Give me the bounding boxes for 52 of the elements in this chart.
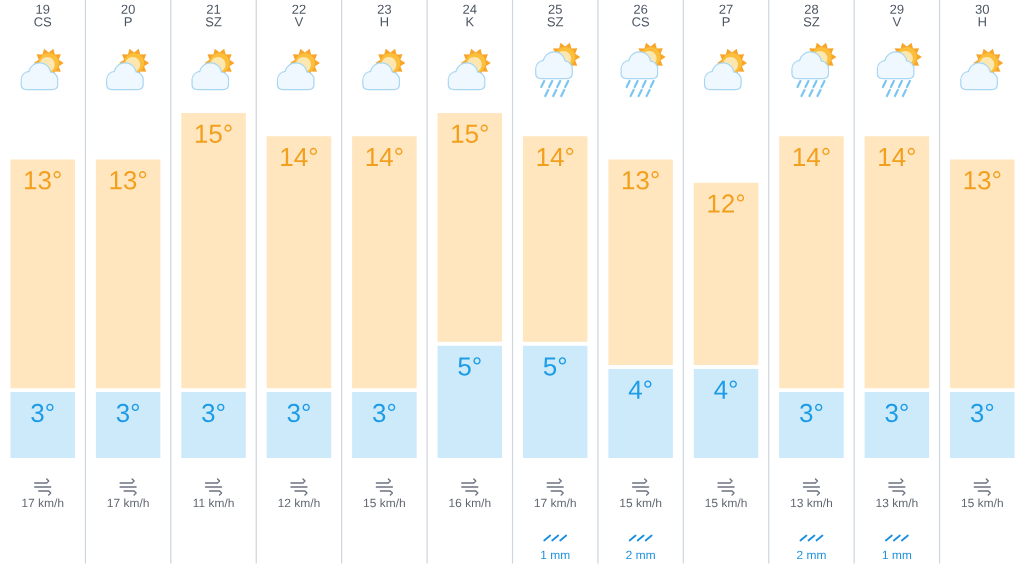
data-label: 3° xyxy=(31,403,54,423)
text: 17 km/h xyxy=(22,498,64,508)
data-label: 3° xyxy=(202,403,225,423)
text: 13 km/h xyxy=(791,498,833,508)
text: 17 km/h xyxy=(107,498,149,508)
total-label: 13° xyxy=(110,171,147,190)
text: 16 km/h xyxy=(449,498,491,508)
text: 15 km/h xyxy=(363,498,405,508)
text: 2 mm xyxy=(797,550,826,560)
total-label: 14° xyxy=(366,147,403,166)
total-label: 13° xyxy=(25,171,61,190)
x-tick-label: 27 P xyxy=(719,4,733,27)
data-label: 5° xyxy=(458,357,481,376)
text: 1 mm xyxy=(882,550,912,560)
x-tick-label: 28 SZ xyxy=(803,4,820,27)
x-tick-label: 21 SZ xyxy=(205,4,222,27)
data-label: 3° xyxy=(970,403,994,423)
x-tick-label: 24 K xyxy=(463,4,477,27)
text: 17 km/h xyxy=(534,498,576,508)
x-tick-label: 22 V xyxy=(292,4,306,27)
data-label: 3° xyxy=(800,403,823,423)
text: 12 km/h xyxy=(278,498,320,508)
x-tick-label: 25 SZ xyxy=(547,4,564,27)
text: 2 mm xyxy=(626,550,655,560)
text: 13 km/h xyxy=(876,498,918,508)
total-label: 13° xyxy=(622,171,659,190)
total-label: 14° xyxy=(879,147,915,166)
total-label: 13° xyxy=(964,171,1001,190)
data-label: 3° xyxy=(885,403,908,423)
total-label: 14° xyxy=(537,147,574,166)
data-label: 5° xyxy=(543,357,567,376)
total-label: 12° xyxy=(708,194,745,213)
text: 15 km/h xyxy=(620,498,662,508)
data-label: 3° xyxy=(116,403,139,423)
text: 1 mm xyxy=(541,550,570,560)
x-tick-label: 29 V xyxy=(890,4,904,27)
text: 15 km/h xyxy=(705,498,747,508)
data-label: 3° xyxy=(372,403,396,423)
x-tick-label: 19 CS xyxy=(34,4,52,27)
data-label: 4° xyxy=(628,380,652,399)
text: 15 km/h xyxy=(961,498,1003,508)
total-label: 14° xyxy=(281,147,318,166)
x-tick-label: 23 H xyxy=(377,4,392,27)
data-label: 3° xyxy=(287,403,310,423)
data-label: 4° xyxy=(714,380,737,399)
total-label: 15° xyxy=(452,124,488,143)
x-tick-label: 20 P xyxy=(121,4,135,27)
x-tick-label: 30 H xyxy=(975,4,990,27)
text: 11 km/h xyxy=(193,498,234,508)
x-tick-label: 26 CS xyxy=(632,4,650,27)
total-label: 14° xyxy=(793,147,830,166)
total-label: 15° xyxy=(195,124,232,143)
